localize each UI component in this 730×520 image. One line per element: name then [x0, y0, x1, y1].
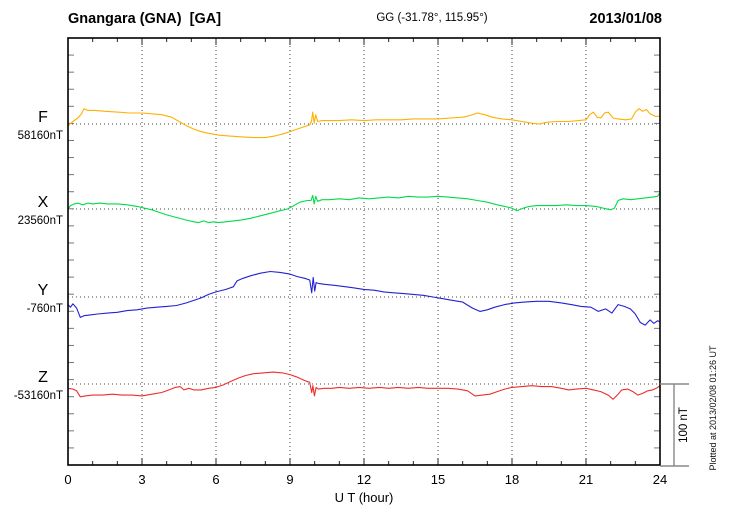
station-title: Gnangara (GNA) [GA] — [68, 11, 221, 27]
x-tick-label: 24 — [653, 472, 667, 487]
x-tick-label: 0 — [64, 472, 71, 487]
x-tick-label: 12 — [357, 472, 371, 487]
channel-label-F: F — [38, 109, 48, 126]
channel-label-Y: Y — [38, 282, 49, 299]
channel-baseline-value-Y: -760nT — [27, 303, 63, 315]
channel-label-Z: Z — [38, 369, 48, 386]
channel-baseline-value-X: 23560nT — [18, 215, 63, 227]
x-tick-label: 21 — [579, 472, 593, 487]
x-tick-label: 3 — [138, 472, 145, 487]
channel-baseline-value-Z: -53160nT — [14, 390, 63, 402]
axis-ticks — [68, 38, 660, 465]
trace-Z — [67, 371, 661, 400]
plot-frame — [67, 37, 661, 466]
grid-lines — [68, 38, 660, 465]
x-tick-label: 15 — [431, 472, 445, 487]
geographic-coordinates: GG (-31.78°, 115.95°) — [376, 12, 487, 24]
trace-X — [67, 192, 661, 224]
x-tick-label: 6 — [212, 472, 219, 487]
channel-baseline-value-F: 58160nT — [18, 130, 63, 142]
x-axis-label: U T (hour) — [335, 490, 394, 505]
x-tick-label: 9 — [286, 472, 293, 487]
x-tick-label: 18 — [505, 472, 519, 487]
plot-date: 2013/01/08 — [589, 11, 662, 27]
trace-Y — [67, 270, 661, 326]
plot-footnote: Plotted at 2013/02/08 01:26 UT — [708, 345, 718, 471]
scale-bar: 100 nT — [660, 383, 690, 467]
data-traces — [67, 108, 661, 400]
channel-label-X: X — [38, 194, 49, 211]
scale-bar-label: 100 nT — [678, 407, 690, 443]
trace-F — [67, 108, 660, 139]
axis-and-channel-labels: 0 3 6 9 12 15 18 21 24 F 58160nT X 23560nT Y -760nT Z -5… — [14, 109, 667, 487]
